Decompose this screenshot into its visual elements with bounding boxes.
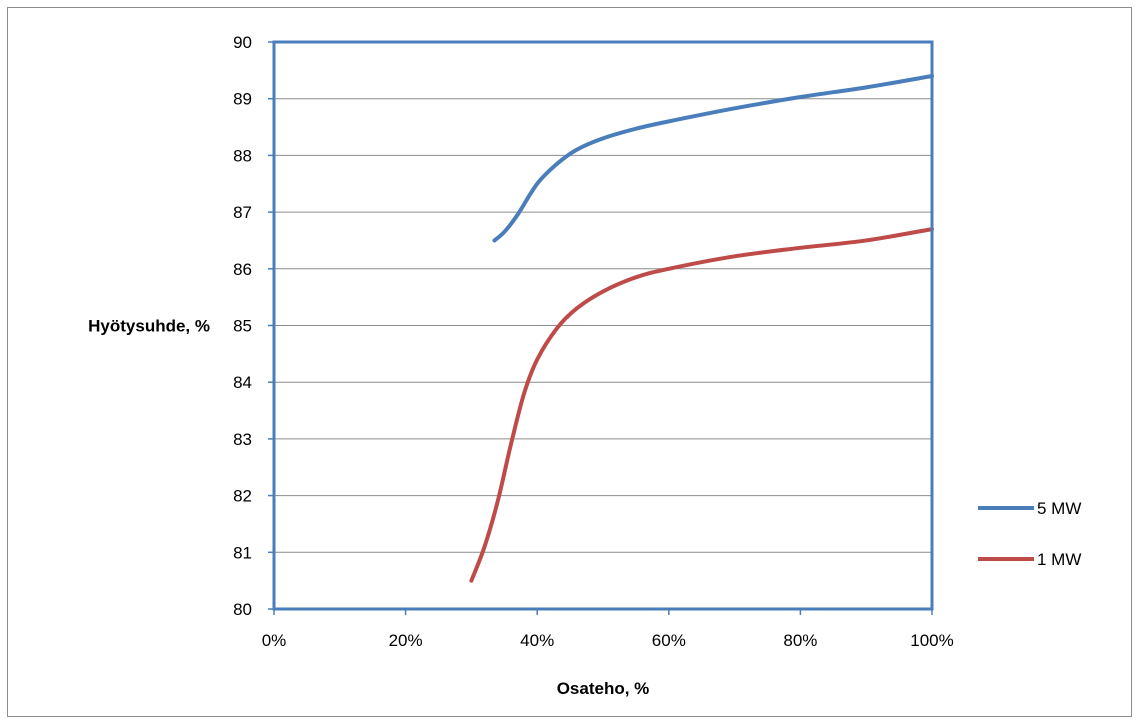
y-tick-label: 84 <box>233 373 252 392</box>
y-tick-label: 88 <box>233 146 252 165</box>
y-tick-label: 86 <box>233 260 252 279</box>
x-tick-label: 20% <box>389 631 423 650</box>
y-tick-label: 81 <box>233 543 252 562</box>
chart-frame <box>7 7 1132 717</box>
y-tick-label: 85 <box>233 317 252 336</box>
y-tick-label: 89 <box>233 90 252 109</box>
y-tick-label: 83 <box>233 430 252 449</box>
x-axis-ticks: 0% 20% 40% 60% 80% 100% <box>262 609 954 650</box>
legend: 5 MW 1 MW <box>978 499 1081 569</box>
x-axis-title: Osateho, % <box>557 679 650 698</box>
legend-label: 1 MW <box>1037 550 1081 569</box>
legend-label: 5 MW <box>1037 499 1081 518</box>
y-axis-title: Hyötysuhde, % <box>88 317 210 336</box>
y-axis-ticks: 80 81 82 83 84 85 86 87 88 89 90 <box>233 33 274 619</box>
y-tick-label: 80 <box>233 600 252 619</box>
y-tick-label: 90 <box>233 33 252 52</box>
x-tick-label: 40% <box>520 631 554 650</box>
x-tick-label: 100% <box>910 631 953 650</box>
series-line-5-mw <box>492 74 934 243</box>
y-tick-label: 87 <box>233 203 252 222</box>
y-tick-label: 82 <box>233 487 252 506</box>
x-tick-label: 60% <box>652 631 686 650</box>
x-tick-label: 0% <box>262 631 287 650</box>
series-lines <box>469 74 934 583</box>
x-tick-label: 80% <box>783 631 817 650</box>
series-line-1-mw <box>469 227 934 583</box>
gridlines <box>274 41 932 610</box>
plot-area-border <box>272 40 934 611</box>
